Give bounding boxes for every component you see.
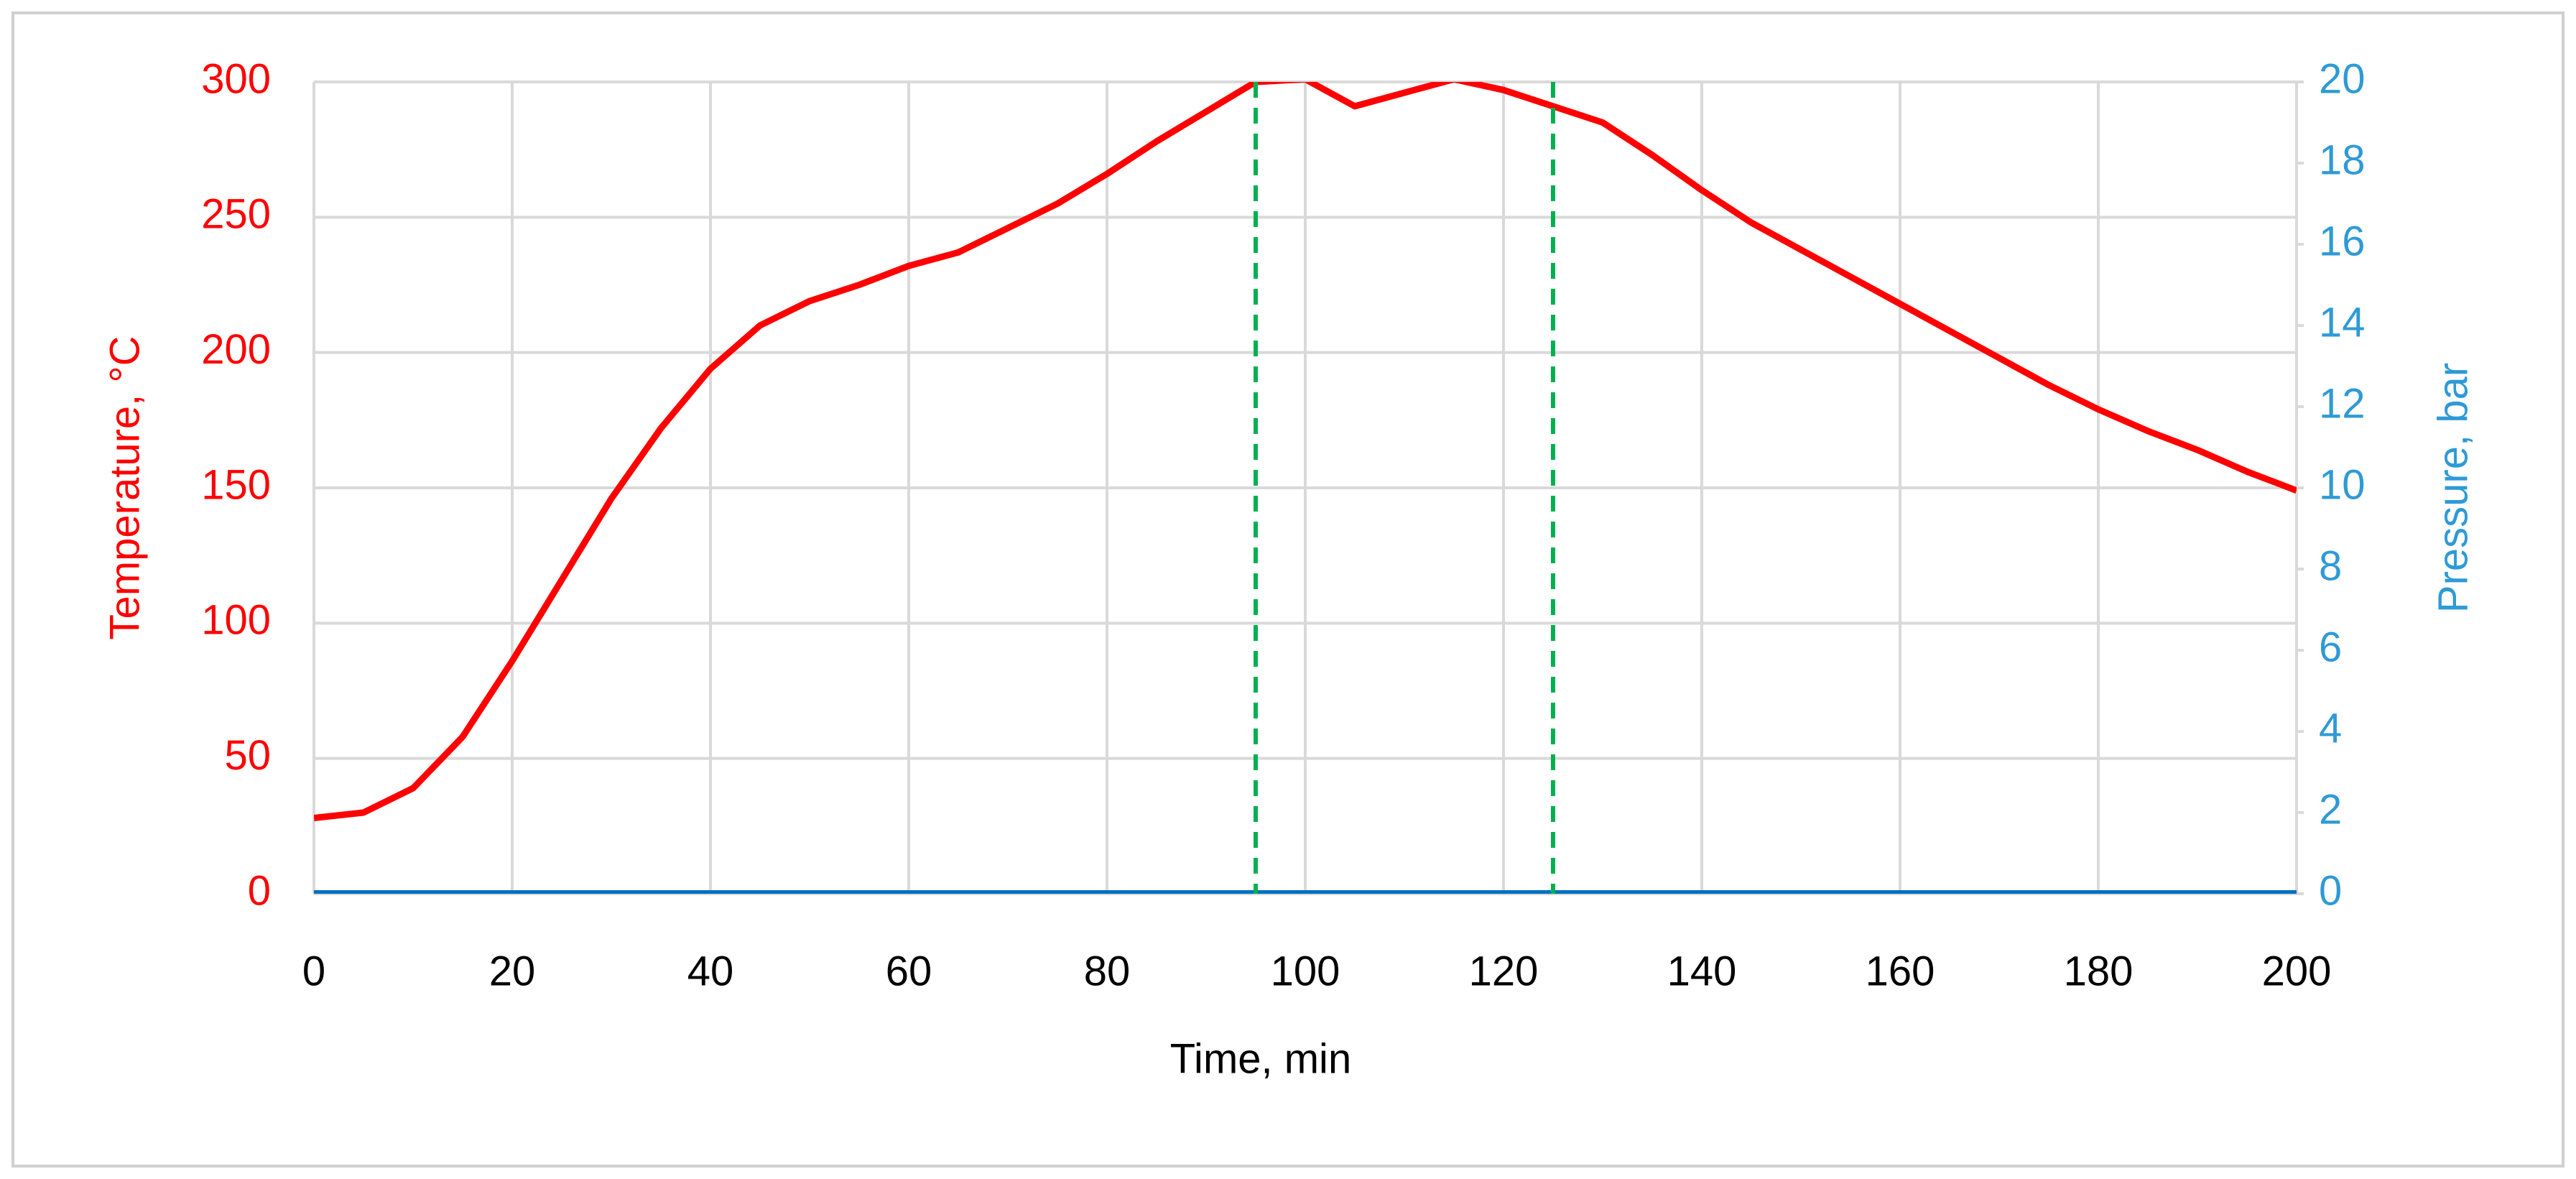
y-axis-title: Temperature, °C xyxy=(101,336,148,640)
y-tick-label: 0 xyxy=(248,867,271,914)
y2-tick-label: 18 xyxy=(2319,137,2366,183)
y-tick-label: 100 xyxy=(201,597,271,644)
y-tick-label: 150 xyxy=(201,461,271,508)
y-tick-label: 250 xyxy=(201,191,271,238)
y-tick-label: 300 xyxy=(201,55,271,102)
y2-axis-title: Pressure, bar xyxy=(2429,363,2476,613)
x-tick-label: 20 xyxy=(489,948,536,994)
y2-tick-label: 10 xyxy=(2319,461,2366,508)
x-tick-label: 140 xyxy=(1667,948,1737,994)
y2-tick-label: 4 xyxy=(2319,705,2342,752)
y-tick-label: 50 xyxy=(224,732,271,779)
y-tick-label: 200 xyxy=(201,326,271,373)
y2-tick-label: 8 xyxy=(2319,542,2342,589)
x-tick-label: 60 xyxy=(886,948,932,994)
y2-tick-label: 0 xyxy=(2319,867,2342,914)
x-axis-title: Time, min xyxy=(1170,1035,1351,1082)
y2-tick-label: 14 xyxy=(2319,299,2366,346)
x-tick-label: 0 xyxy=(302,948,325,994)
chart-frame xyxy=(11,11,2565,1168)
x-tick-label: 40 xyxy=(687,948,734,994)
x-tick-label: 80 xyxy=(1084,948,1131,994)
y2-tick-label: 2 xyxy=(2319,786,2342,833)
y2-tick-label: 20 xyxy=(2319,55,2366,102)
x-tick-label: 160 xyxy=(1866,948,1935,994)
x-tick-label: 120 xyxy=(1469,948,1539,994)
y2-tick-label: 6 xyxy=(2319,624,2342,670)
data-line xyxy=(314,82,2297,822)
y2-tick-label: 12 xyxy=(2319,380,2366,427)
x-tick-label: 200 xyxy=(2262,948,2332,994)
x-tick-label: 180 xyxy=(2064,948,2133,994)
y2-tick-label: 16 xyxy=(2319,218,2366,264)
x-tick-label: 100 xyxy=(1271,948,1340,994)
